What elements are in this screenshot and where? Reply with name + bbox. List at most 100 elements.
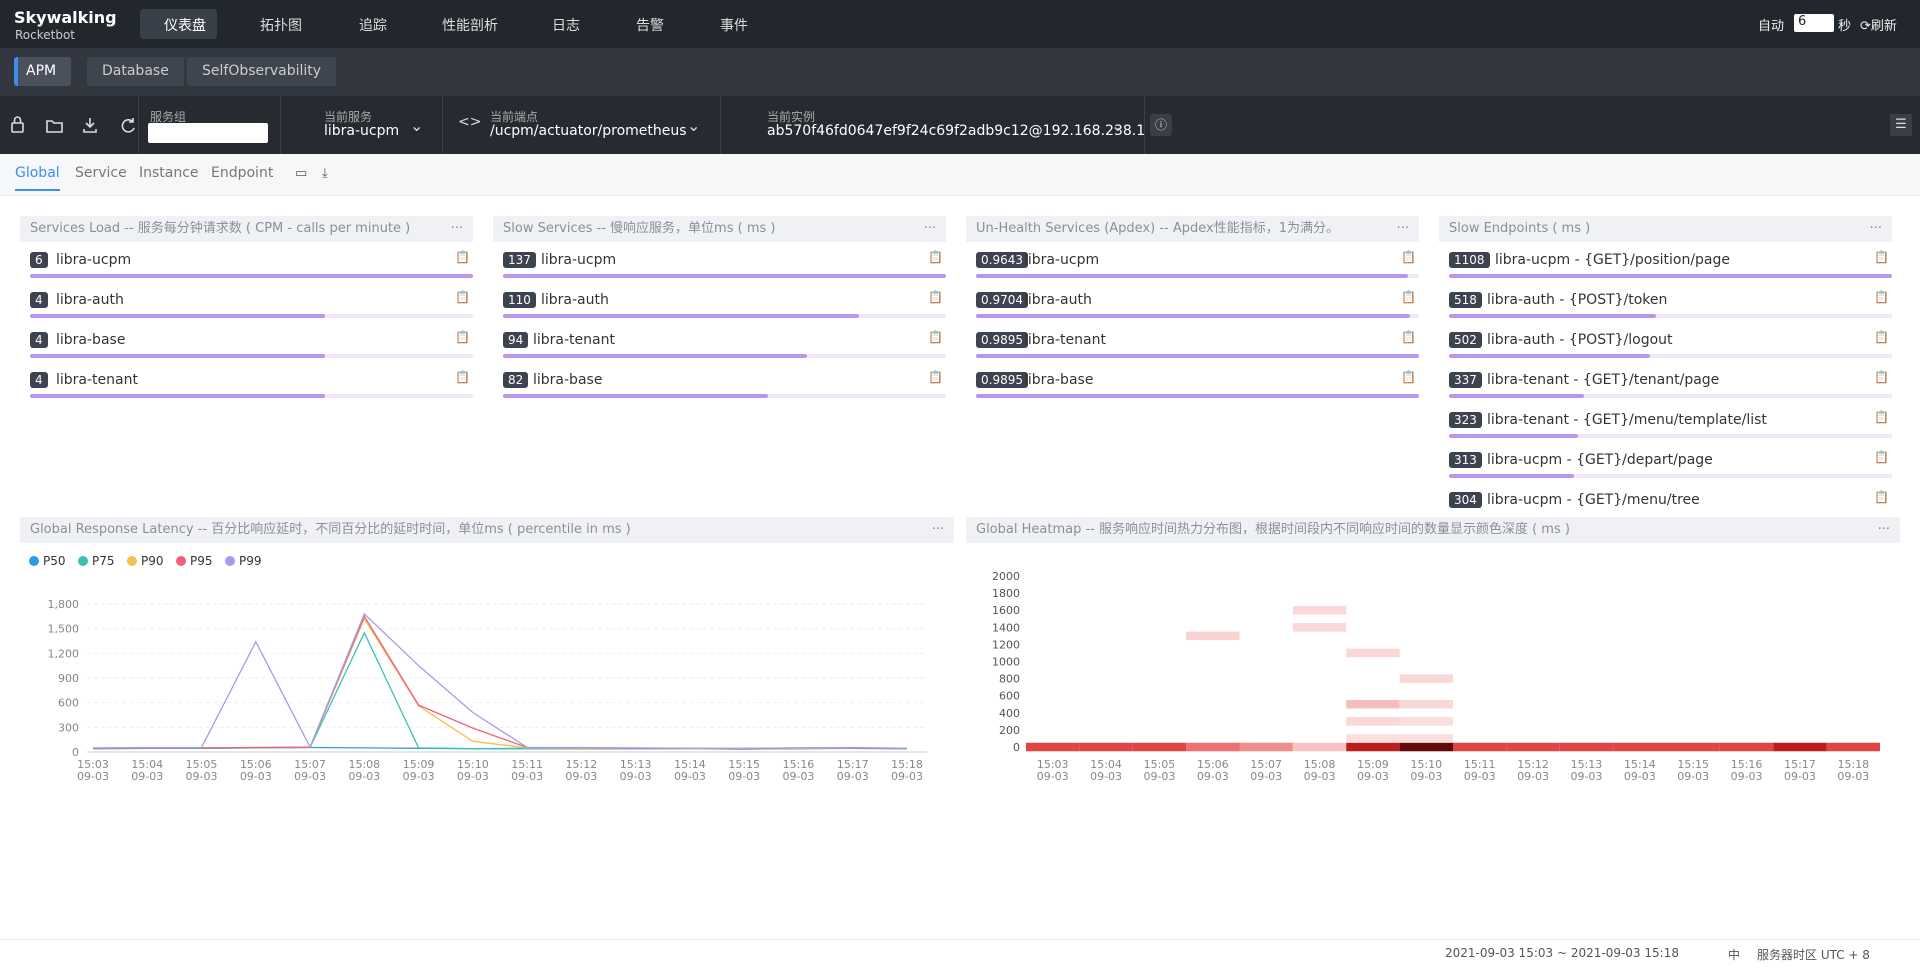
x-tick-label: 15:05 bbox=[186, 758, 218, 771]
service-label: 当前服务 bbox=[324, 110, 373, 124]
heat-cell bbox=[1773, 742, 1827, 752]
menu-item[interactable]: 日志 bbox=[552, 18, 580, 34]
panel: Slow Endpoints ( ms ) ··· 1108 libra-ucpm -… bbox=[1439, 216, 1892, 508]
x-tick-label: 15:03 bbox=[77, 758, 109, 771]
download-icon[interactable]: ⤓ bbox=[322, 166, 328, 181]
sub-tab[interactable]: Instance bbox=[139, 165, 199, 181]
value-badge: 4 bbox=[30, 292, 48, 308]
copy-icon: 📋 bbox=[1874, 410, 1889, 424]
y-tick-label: 1000 bbox=[992, 656, 1020, 669]
value-badge: 82 bbox=[503, 372, 529, 388]
sub-tab[interactable]: Service bbox=[75, 165, 127, 181]
folder-icon[interactable]: ▭ bbox=[295, 166, 308, 181]
collapse-button[interactable]: ☰ bbox=[1890, 114, 1912, 136]
x-tick-label: 15:13 bbox=[620, 758, 652, 771]
x-tick-date: 09-03 bbox=[1197, 770, 1229, 783]
tab[interactable]: APM bbox=[14, 57, 72, 86]
x-tick-date: 09-03 bbox=[1410, 770, 1442, 783]
x-tick-label: 15:10 bbox=[457, 758, 489, 771]
copy-icon: 📋 bbox=[1874, 370, 1889, 384]
x-tick-label: 15:10 bbox=[1410, 758, 1442, 771]
bar-track bbox=[1449, 314, 1892, 318]
toolbar-icons[interactable] bbox=[8, 114, 138, 136]
menu-item[interactable]: 追踪 bbox=[359, 18, 387, 34]
language[interactable]: 中 bbox=[1728, 948, 1741, 962]
chevron[interactable]: ⌄ bbox=[1111, 116, 1125, 135]
heat-cell bbox=[1346, 699, 1400, 709]
x-tick-label: 15:12 bbox=[1517, 758, 1549, 771]
copy-icon: 📋 bbox=[1401, 370, 1416, 384]
item-name: libra-ucpm bbox=[1024, 252, 1100, 268]
panel-menu: ··· bbox=[1396, 221, 1409, 236]
refresh-icon: ⟳ bbox=[1860, 19, 1871, 34]
tab[interactable]: SelfObservability bbox=[187, 57, 337, 86]
line bbox=[92, 614, 908, 750]
x-tick-date: 09-03 bbox=[1143, 770, 1175, 783]
x-tick-label: 15:07 bbox=[294, 758, 326, 771]
sub-tab[interactable]: Global bbox=[15, 165, 60, 191]
bar bbox=[30, 274, 473, 278]
separator bbox=[442, 96, 443, 154]
copy-icon: 📋 bbox=[455, 250, 470, 264]
x-tick-label: 15:09 bbox=[1357, 758, 1389, 771]
x-tick-date: 09-03 bbox=[1837, 770, 1869, 783]
bar bbox=[1449, 434, 1579, 438]
group-input[interactable] bbox=[148, 123, 268, 143]
x-tick-date: 09-03 bbox=[1090, 770, 1122, 783]
value-badge: 137 bbox=[503, 252, 536, 268]
item-name: libra-auth bbox=[541, 292, 609, 308]
x-tick-date: 09-03 bbox=[674, 770, 706, 783]
y-tick-label: 200 bbox=[999, 724, 1020, 737]
separator bbox=[280, 96, 281, 154]
y-tick-label: 300 bbox=[58, 721, 79, 734]
active-menu-bg bbox=[140, 9, 217, 39]
x-tick-date: 09-03 bbox=[1037, 770, 1069, 783]
panel: Un-Health Services (Apdex) -- Apdex性能指标，… bbox=[966, 216, 1419, 508]
menu-item[interactable]: 事件 bbox=[720, 18, 748, 34]
menu-item[interactable]: 拓扑图 bbox=[260, 18, 302, 34]
copy-icon: 📋 bbox=[1874, 330, 1889, 344]
bar bbox=[503, 274, 946, 278]
chevron[interactable]: ⌄ bbox=[410, 116, 424, 135]
copy-icon: 📋 bbox=[455, 330, 470, 344]
heat-cell bbox=[1453, 742, 1507, 752]
x-tick-label: 15:05 bbox=[1144, 758, 1176, 771]
time-range: 2021-09-03 15:03 ~ 2021-09-03 15:18 bbox=[1445, 946, 1679, 960]
info-button[interactable]: ⓘ bbox=[1150, 114, 1172, 136]
value-badge: 304 bbox=[1449, 492, 1482, 508]
menu-item[interactable]: 性能剖析 bbox=[442, 18, 498, 34]
bar bbox=[976, 394, 1419, 398]
panel: Global Response Latency -- 百分比响应延时，不同百分比… bbox=[20, 517, 954, 543]
menu-item[interactable]: 告警 bbox=[636, 18, 664, 34]
heat-cell bbox=[1506, 742, 1560, 752]
x-tick-label: 15:12 bbox=[566, 758, 598, 771]
chevron[interactable]: ⌄ bbox=[687, 116, 701, 135]
menu-item[interactable]: 仪表盘 bbox=[164, 18, 206, 34]
item-name: libra-base bbox=[1024, 372, 1094, 388]
logo: Skywalking bbox=[14, 8, 117, 27]
copy-icon: 📋 bbox=[1401, 250, 1416, 264]
x-tick-date: 09-03 bbox=[891, 770, 923, 783]
x-tick-date: 09-03 bbox=[1784, 770, 1816, 783]
endpoint-label: 当前端点 bbox=[490, 110, 539, 124]
y-tick-label: 900 bbox=[58, 672, 79, 685]
service-select[interactable]: libra-ucpm bbox=[324, 123, 400, 139]
interval-input[interactable]: 6 bbox=[1794, 14, 1834, 32]
item-name: libra-base bbox=[533, 372, 603, 388]
item-name: libra-ucpm - {GET}/depart/page bbox=[1487, 452, 1713, 468]
heat-cell bbox=[1613, 742, 1667, 752]
sub-tab[interactable]: Endpoint bbox=[211, 165, 274, 181]
endpoint-select[interactable]: /ucpm/actuator/prometheus bbox=[490, 123, 687, 139]
item-name: libra-auth - {POST}/token bbox=[1487, 292, 1668, 308]
value-badge: 94 bbox=[503, 332, 529, 348]
panel-title: Global Response Latency -- 百分比响应延时，不同百分比… bbox=[20, 517, 954, 543]
line bbox=[92, 612, 908, 749]
instance-select[interactable]: ab570f46fd0647ef9f24c69f2adb9c12@192.168… bbox=[767, 123, 1146, 139]
item-name: libra-base bbox=[56, 332, 126, 348]
item-name: libra-auth - {POST}/logout bbox=[1487, 332, 1673, 348]
heat-cell bbox=[1346, 734, 1400, 743]
heat-cell bbox=[1292, 742, 1347, 752]
refresh-button[interactable]: ⟳刷新 bbox=[1860, 15, 1897, 34]
tab[interactable]: Database bbox=[87, 57, 184, 86]
heatmap-chart: 0 200 400 600 800 1000 1200 1400 1600 1800 2000 15:… bbox=[992, 570, 1880, 783]
